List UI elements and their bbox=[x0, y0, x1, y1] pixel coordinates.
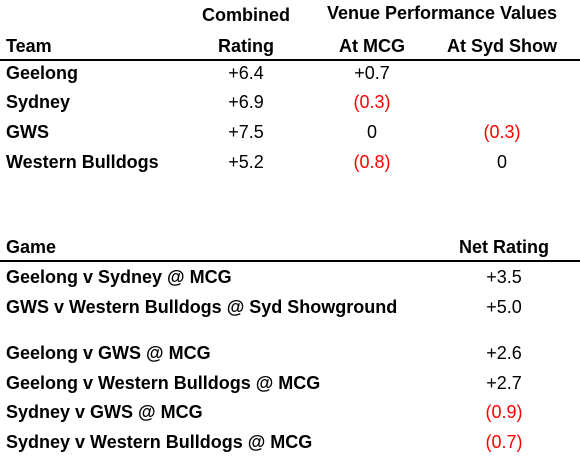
net-rating-value: +2.7 bbox=[486, 373, 522, 393]
game-name: Geelong v Western Bulldogs @ MCG bbox=[6, 373, 321, 393]
net-rating-value: +3.5 bbox=[486, 267, 522, 287]
net-rating-value: (0.7) bbox=[485, 432, 523, 452]
combined-rating: +7.5 bbox=[228, 122, 264, 142]
team-header: Team bbox=[6, 36, 52, 56]
team-name: GWS bbox=[6, 122, 49, 142]
team-name: Western Bulldogs bbox=[6, 152, 159, 172]
combined-rating: +6.9 bbox=[228, 92, 264, 112]
combined-rating: +5.2 bbox=[228, 152, 264, 172]
at-syd-show-value: (0.3) bbox=[483, 122, 521, 142]
game-name: Sydney v Western Bulldogs @ MCG bbox=[6, 432, 313, 452]
venue-performance-header: Venue Performance Values bbox=[326, 3, 558, 23]
at-syd-show-value: 0 bbox=[496, 152, 507, 172]
combined-header-line2: Rating bbox=[218, 36, 274, 56]
game-header: Game bbox=[6, 237, 57, 257]
at-mcg-value: (0.3) bbox=[353, 92, 391, 112]
games-header-rule bbox=[0, 260, 580, 262]
combined-rating: +6.4 bbox=[228, 63, 264, 83]
net-rating-header: Net Rating bbox=[459, 237, 549, 257]
team-name: Sydney bbox=[6, 92, 71, 112]
game-name: GWS v Western Bulldogs @ Syd Showground bbox=[6, 297, 398, 317]
at-mcg-value: 0 bbox=[366, 122, 377, 142]
net-rating-value: (0.9) bbox=[485, 402, 523, 422]
net-rating-value: +2.6 bbox=[486, 343, 522, 363]
game-name: Geelong v Sydney @ MCG bbox=[6, 267, 232, 287]
combined-header-line1: Combined bbox=[202, 5, 290, 25]
at-mcg-header: At MCG bbox=[339, 36, 405, 56]
game-name: Geelong v GWS @ MCG bbox=[6, 343, 211, 363]
net-rating-value: +5.0 bbox=[486, 297, 522, 317]
header-rule bbox=[0, 59, 580, 61]
game-name: Sydney v GWS @ MCG bbox=[6, 402, 203, 422]
at-mcg-value: (0.8) bbox=[353, 152, 391, 172]
at-mcg-value: +0.7 bbox=[354, 63, 390, 83]
at-syd-show-header: At Syd Show bbox=[446, 36, 557, 56]
team-name: Geelong bbox=[6, 63, 79, 83]
